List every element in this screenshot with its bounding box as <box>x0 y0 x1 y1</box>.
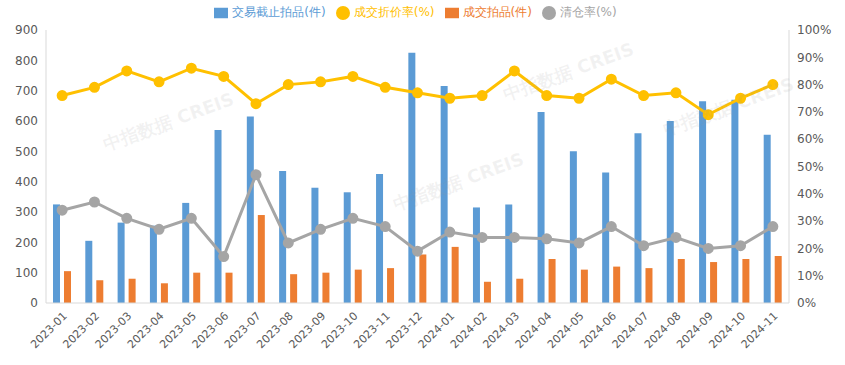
svg-text:2023-06: 2023-06 <box>189 309 232 352</box>
svg-text:2024-05: 2024-05 <box>545 309 587 352</box>
svg-text:2023-10: 2023-10 <box>318 309 361 352</box>
svg-text:40%: 40% <box>797 187 824 201</box>
svg-text:200: 200 <box>15 236 38 250</box>
svg-text:300: 300 <box>15 205 38 219</box>
svg-text:2024-09: 2024-09 <box>674 309 716 352</box>
svg-text:2024-11: 2024-11 <box>739 309 781 351</box>
svg-text:2024-10: 2024-10 <box>706 309 749 352</box>
html-text:清仓率(%): 清仓率(%) <box>559 5 617 19</box>
svg-text:2024-02: 2024-02 <box>448 309 490 352</box>
svg-text:90%: 90% <box>797 51 824 65</box>
svg-text:900: 900 <box>15 23 38 37</box>
svg-text:2023-12: 2023-12 <box>383 309 426 352</box>
svg-text:800: 800 <box>15 54 38 68</box>
svg-text:2023-04: 2023-04 <box>125 309 167 352</box>
svg-text:400: 400 <box>15 175 38 189</box>
svg-text:2023-08: 2023-08 <box>254 309 296 352</box>
html-text:成交拍品(件): 成交拍品(件) <box>462 5 532 19</box>
svg-text:100%: 100% <box>797 23 831 37</box>
svg-text:2023-05: 2023-05 <box>157 309 199 352</box>
svg-text:60%: 60% <box>797 132 824 146</box>
svg-text:700: 700 <box>15 84 38 98</box>
html-text:成交折价率(%): 成交折价率(%) <box>353 5 435 19</box>
svg-text:2023-07: 2023-07 <box>221 309 264 352</box>
html-text:交易截止拍品(件): 交易截止拍品(件) <box>232 5 326 19</box>
svg-text:500: 500 <box>15 145 38 159</box>
svg-text:20%: 20% <box>797 242 824 256</box>
svg-text:70%: 70% <box>797 105 824 119</box>
svg-text:50%: 50% <box>797 160 824 174</box>
html-text:中指数据 CREIS: 中指数据 CREIS <box>390 148 527 215</box>
svg-text:2024-04: 2024-04 <box>512 309 555 352</box>
svg-text:2023-03: 2023-03 <box>92 309 135 352</box>
svg-text:30%: 30% <box>797 214 824 228</box>
svg-text:2024-07: 2024-07 <box>609 309 652 352</box>
svg-text:2024-08: 2024-08 <box>641 309 684 352</box>
svg-text:2023-11: 2023-11 <box>351 309 393 352</box>
svg-text:80%: 80% <box>797 78 824 92</box>
html-text:中指数据 CREIS: 中指数据 CREIS <box>660 73 797 140</box>
svg-text:0: 0 <box>30 296 38 310</box>
svg-text:2024-03: 2024-03 <box>480 309 523 352</box>
svg-text:100: 100 <box>15 266 38 280</box>
svg-text:2023-02: 2023-02 <box>60 309 103 352</box>
svg-text:2024-01: 2024-01 <box>415 309 458 352</box>
svg-text:2024-06: 2024-06 <box>577 309 619 352</box>
svg-text:10%: 10% <box>797 269 824 283</box>
svg-text:2023-01: 2023-01 <box>28 309 70 352</box>
html-text:中指数据 CREIS: 中指数据 CREIS <box>100 88 237 155</box>
svg-text:0%: 0% <box>797 296 816 310</box>
html-text:中指数据 CREIS: 中指数据 CREIS <box>500 38 637 105</box>
svg-text:600: 600 <box>15 114 38 128</box>
svg-text:2023-09: 2023-09 <box>286 309 329 352</box>
